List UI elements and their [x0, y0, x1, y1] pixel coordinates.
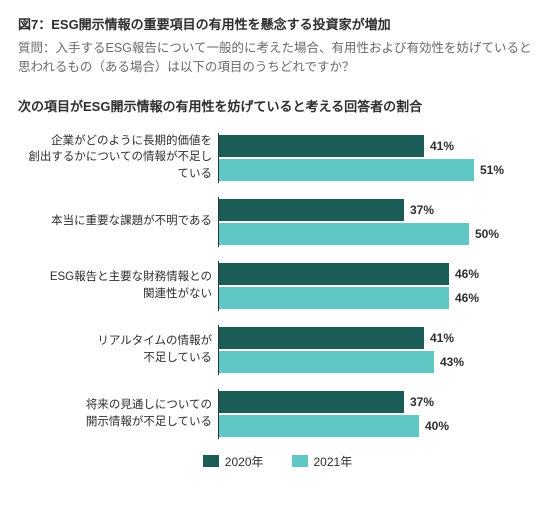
- chart-category: ESG報告と主要な財務情報との関連性がない 46% 46%: [22, 261, 537, 311]
- bar: [219, 287, 449, 309]
- legend-item: 2020年: [203, 453, 264, 470]
- bar-chart: 企業がどのように長期的価値を創出するかについての情報が不足している 41% 51% 本…: [18, 133, 537, 439]
- bar-row: 37%: [219, 199, 537, 221]
- bars-column: 41% 43%: [218, 325, 537, 375]
- category-label: 将来の見通しについての開示情報が不足している: [22, 397, 218, 430]
- bar-row: 41%: [219, 135, 537, 157]
- bar-row: 50%: [219, 223, 537, 245]
- bar: [219, 415, 419, 437]
- bar: [219, 263, 449, 285]
- bar-value-label: 46%: [455, 267, 479, 281]
- legend-swatch: [292, 455, 308, 467]
- bar-row: 40%: [219, 415, 537, 437]
- bar: [219, 223, 469, 245]
- chart-category: 将来の見通しについての開示情報が不足している 37% 40%: [22, 389, 537, 439]
- bar: [219, 199, 404, 221]
- category-label: 本当に重要な課題が不明である: [22, 213, 218, 230]
- bar-value-label: 46%: [455, 291, 479, 305]
- bar-row: 46%: [219, 263, 537, 285]
- figure-title: 図7：ESG開示情報の重要項目の有用性を懸念する投資家が増加: [18, 14, 537, 33]
- bar-value-label: 37%: [410, 395, 434, 409]
- bars-column: 46% 46%: [218, 261, 537, 311]
- chart-category: 本当に重要な課題が不明である 37% 50%: [22, 197, 537, 247]
- bar: [219, 327, 424, 349]
- chart-category: 企業がどのように長期的価値を創出するかについての情報が不足している 41% 51%: [22, 133, 537, 183]
- bars-column: 41% 51%: [218, 133, 537, 183]
- legend-item: 2021年: [292, 453, 353, 470]
- bar-row: 41%: [219, 327, 537, 349]
- bar: [219, 159, 474, 181]
- bar-row: 37%: [219, 391, 537, 413]
- bar: [219, 351, 434, 373]
- category-label: 企業がどのように長期的価値を創出するかについての情報が不足している: [22, 133, 218, 183]
- bars-column: 37% 40%: [218, 389, 537, 439]
- bar-row: 43%: [219, 351, 537, 373]
- question-text: 質問：入手するESG報告について一般的に考えた場合、有用性および有効性を妨げてい…: [18, 39, 537, 78]
- bar-value-label: 40%: [425, 419, 449, 433]
- bars-column: 37% 50%: [218, 197, 537, 247]
- bar: [219, 391, 404, 413]
- legend-swatch: [203, 455, 219, 467]
- bar-value-label: 37%: [410, 203, 434, 217]
- bar-row: 46%: [219, 287, 537, 309]
- bar-row: 51%: [219, 159, 537, 181]
- legend: 2020年 2021年: [18, 453, 537, 470]
- bar-value-label: 43%: [440, 355, 464, 369]
- legend-label: 2020年: [225, 453, 264, 470]
- category-label: リアルタイムの情報が不足している: [22, 333, 218, 366]
- bar-value-label: 50%: [475, 227, 499, 241]
- category-label: ESG報告と主要な財務情報との関連性がない: [22, 269, 218, 302]
- chart-subtitle: 次の項目がESG開示情報の有用性を妨げていると考える回答者の割合: [18, 96, 537, 115]
- bar-value-label: 51%: [480, 163, 504, 177]
- legend-label: 2021年: [314, 453, 353, 470]
- bar-value-label: 41%: [430, 331, 454, 345]
- bar: [219, 135, 424, 157]
- chart-category: リアルタイムの情報が不足している 41% 43%: [22, 325, 537, 375]
- bar-value-label: 41%: [430, 139, 454, 153]
